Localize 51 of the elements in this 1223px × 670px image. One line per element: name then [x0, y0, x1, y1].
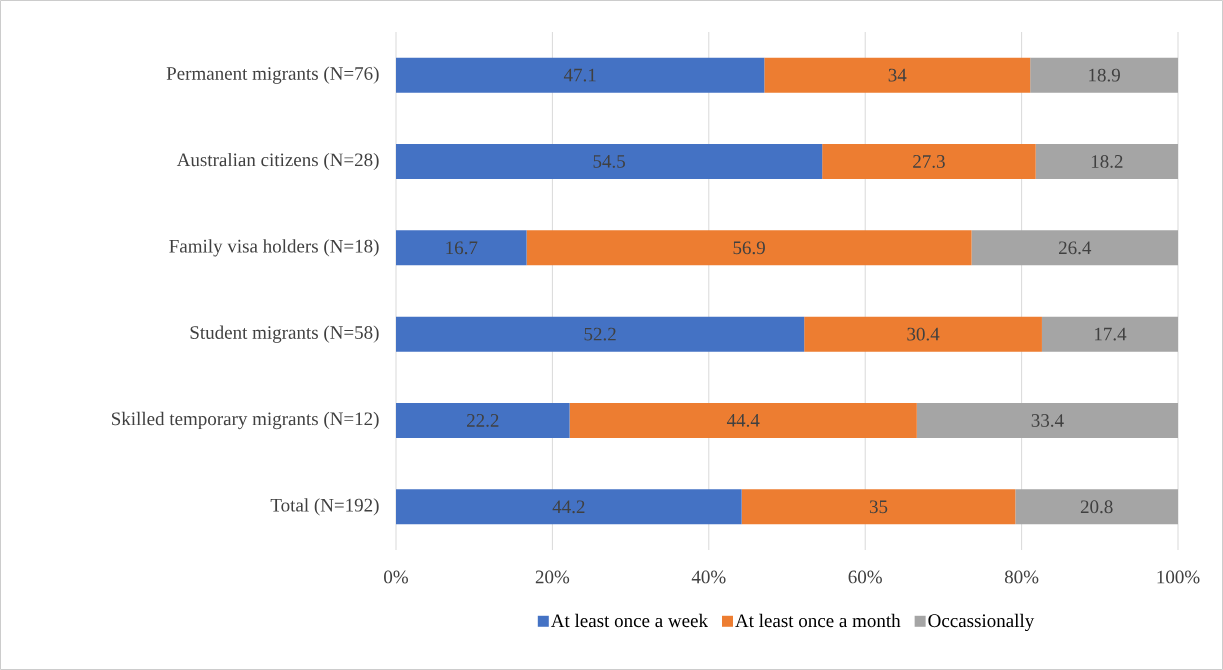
bar	[396, 57, 765, 93]
bar	[1015, 489, 1179, 525]
data-label: 26.4	[1058, 241, 1092, 255]
data-label: 18.2	[1091, 155, 1123, 168]
bar	[396, 230, 527, 266]
data-label: 47.1	[563, 68, 596, 82]
bar	[526, 230, 972, 266]
x-tick-label: 40%	[691, 570, 726, 584]
x-tick-label: 60%	[848, 570, 882, 584]
data-label: 52.2	[584, 327, 616, 341]
y-tick-label: Skilled temporary migrants (N=12)	[111, 411, 379, 430]
bar	[764, 57, 1031, 93]
y-tick-label: Family visa holders (N=18)	[169, 239, 379, 257]
bar	[1030, 57, 1179, 93]
data-label: 44.2	[552, 500, 585, 514]
legend-label: At least once a month	[735, 613, 901, 628]
data-label: 17.4	[1095, 327, 1127, 341]
data-label: 30.4	[907, 327, 940, 341]
data-label: 27.3	[913, 155, 945, 168]
bar	[396, 144, 823, 179]
bar	[822, 144, 1036, 179]
bar	[971, 230, 1179, 266]
data-label: 35	[869, 500, 888, 514]
bar	[916, 403, 1179, 439]
data-label: 54.5	[593, 155, 625, 168]
data-label: 34	[888, 68, 907, 82]
y-tick-label: Permanent migrants (N=76)	[166, 66, 379, 84]
bar	[804, 316, 1042, 352]
data-label: 22.2	[467, 414, 499, 427]
data-label: 20.8	[1080, 500, 1113, 514]
bar	[396, 316, 805, 352]
bar	[741, 489, 1016, 525]
x-tick-label: 100%	[1157, 570, 1200, 584]
data-label: 56.9	[733, 241, 765, 255]
y-tick-label: Australian citizens (N=28)	[176, 152, 379, 171]
legend-label: At least once a week	[550, 613, 709, 628]
bar	[1041, 316, 1179, 352]
bar	[569, 403, 917, 439]
x-tick-label: 80%	[1004, 570, 1039, 584]
x-tick-label: 0%	[384, 570, 409, 584]
bar	[1035, 144, 1179, 179]
data-label: 16.7	[446, 241, 478, 255]
data-label: 44.4	[726, 414, 760, 427]
y-tick-label: Total (N=192)	[270, 498, 379, 516]
y-tick-label: Student migrants (N=58)	[190, 325, 379, 343]
data-label: 18.9	[1089, 68, 1120, 82]
bar	[396, 403, 570, 439]
legend-label: Occassionally	[928, 613, 1035, 632]
data-label: 33.4	[1031, 414, 1064, 427]
bar	[396, 489, 742, 525]
x-tick-label: 20%	[535, 570, 570, 584]
